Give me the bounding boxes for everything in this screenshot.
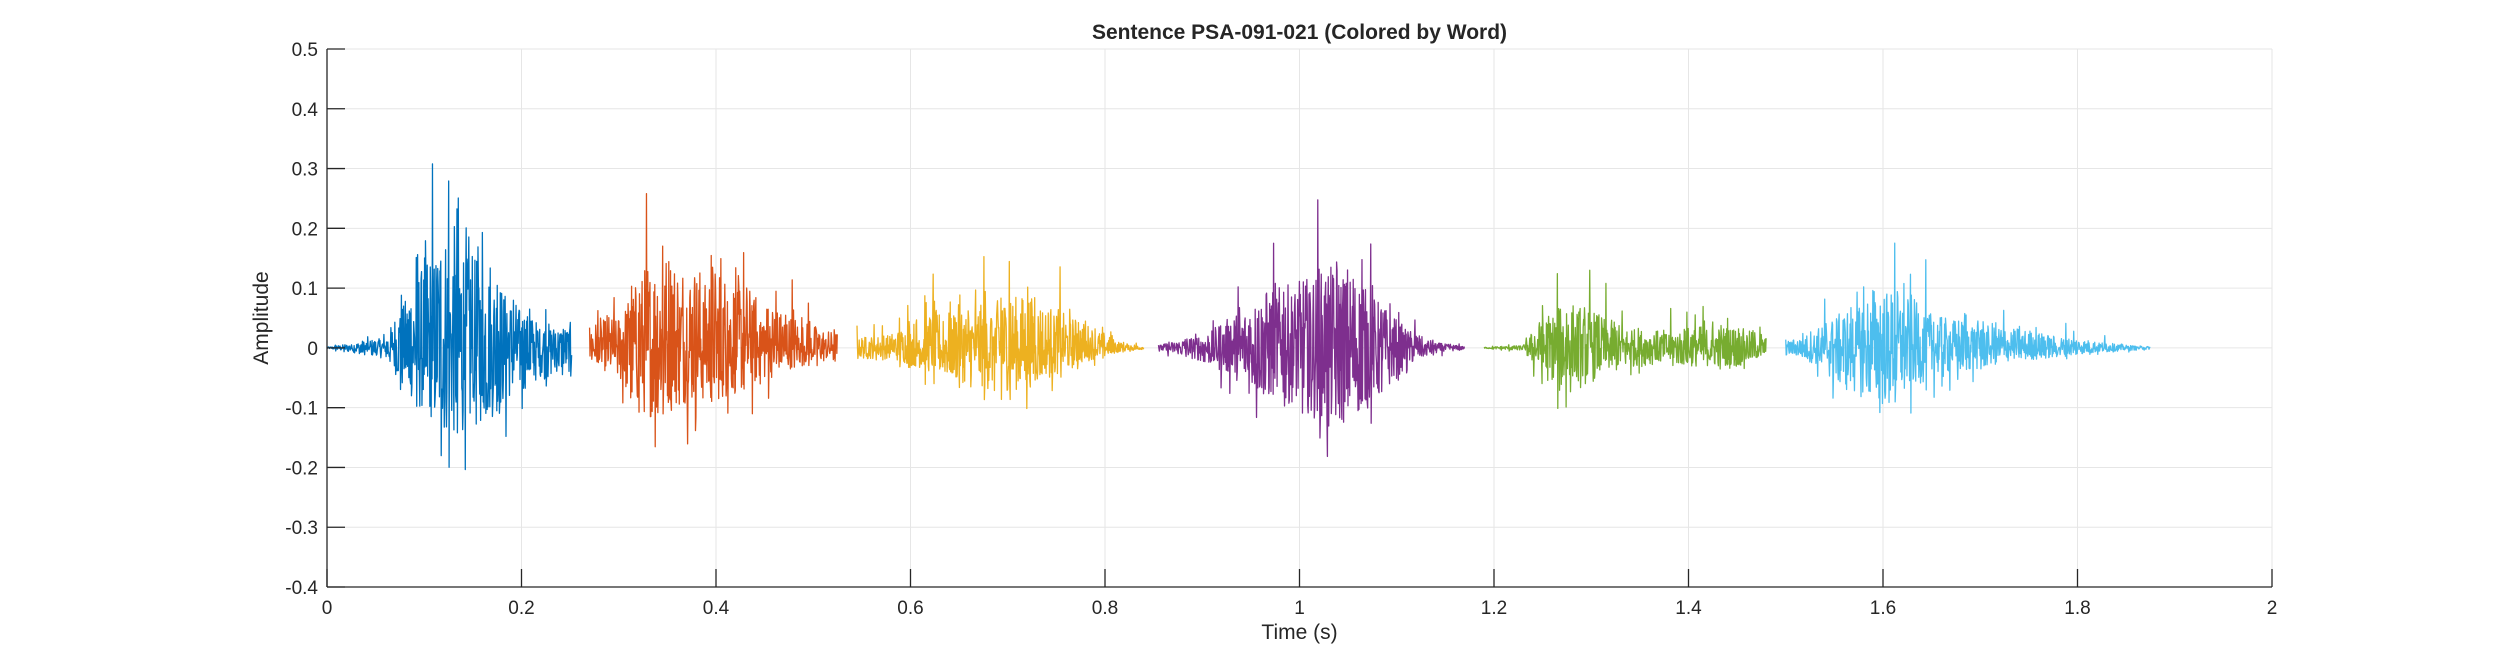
x-tick-label: 0.8	[1092, 598, 1118, 619]
tick-labels: 0 0.2 0.4 0.6 0.8 1 1.2 1.4 1.6 1.8 2 -0.4 -0.3 -0.2 -…	[285, 40, 2277, 619]
x-tick-label: 1.4	[1675, 598, 1702, 619]
y-axis-label: Amplitude	[250, 271, 273, 364]
x-tick-label: 0.4	[703, 598, 730, 619]
x-tick-label: 0.6	[897, 598, 923, 619]
y-tick-label: -0.2	[285, 458, 318, 479]
waveform-word-3	[856, 255, 1145, 410]
y-tick-label: -0.1	[285, 399, 318, 420]
x-axis-label: Time (s)	[1261, 621, 1337, 644]
y-tick-label: 0.5	[292, 40, 318, 61]
x-tick-label: 0.2	[508, 598, 534, 619]
waveform-word-1	[326, 163, 573, 471]
x-tick-label: 0	[322, 598, 333, 619]
y-tick-label: 0.2	[292, 219, 318, 240]
x-tick-label: 2	[2267, 598, 2278, 619]
waveform-word-6	[1785, 242, 2151, 414]
y-tick-label: -0.4	[285, 578, 318, 599]
y-tick-label: 0.1	[292, 279, 318, 300]
x-tick-label: 1	[1294, 598, 1305, 619]
y-tick-label: 0.4	[292, 100, 319, 121]
waveform-word-5	[1483, 269, 1767, 409]
y-tick-label: 0.3	[292, 160, 318, 181]
x-tick-label: 1.8	[2064, 598, 2090, 619]
x-tick-label: 1.2	[1481, 598, 1507, 619]
waveform-series	[326, 163, 2151, 471]
y-tick-label: 0	[307, 339, 318, 360]
axes	[326, 48, 2273, 588]
x-tick-label: 1.6	[1870, 598, 1896, 619]
waveform-word-2	[588, 192, 838, 448]
chart-title: Sentence PSA-091-021 (Colored by Word)	[1092, 21, 1507, 44]
waveform-word-4	[1157, 199, 1466, 458]
y-tick-label: -0.3	[285, 518, 318, 539]
